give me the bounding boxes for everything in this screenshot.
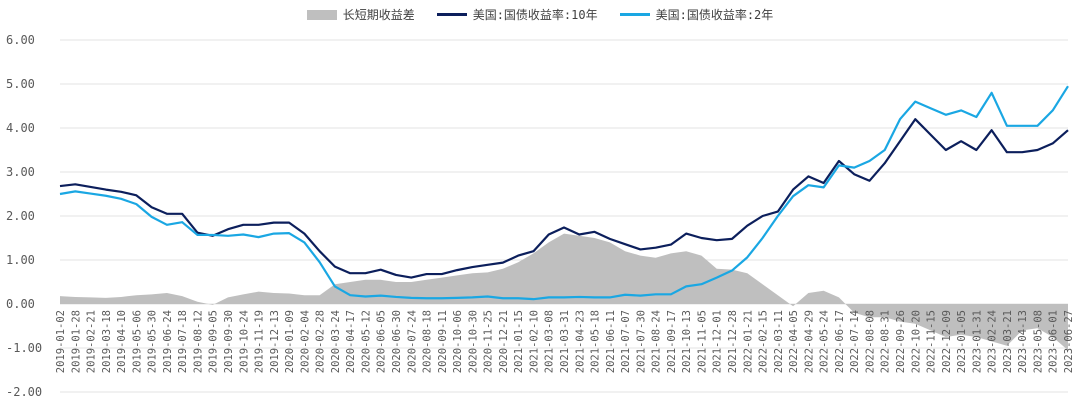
x-tick-label: 2021-11-05 [696,310,708,373]
legend-label-10y: 美国:国债收益率:10年 [472,8,598,22]
x-tick-label: 2019-09-30 [223,310,235,373]
x-tick-label: 2021-10-13 [681,310,693,373]
y-tick-label: 3.00 [6,165,35,179]
x-tick-label: 2021-12-28 [727,310,739,373]
x-tick-label: 2020-05-12 [360,310,372,373]
x-tick-label: 2019-08-12 [192,310,204,373]
x-tick-label: 2021-02-10 [528,310,540,373]
x-tick-label: 2022-04-05 [788,310,800,373]
x-tick-label: 2021-01-15 [513,310,525,373]
legend-item-2y: 美国:国债收益率:2年 [619,6,774,23]
spread-area-series [60,233,1068,351]
y-tick-label: 4.00 [6,121,35,135]
x-tick-label: 2020-09-11 [437,310,449,373]
x-tick-label: 2019-01-02 [55,310,67,373]
x-tick-label: 2023-01-05 [956,310,968,373]
x-tick-label: 2022-11-15 [926,310,938,373]
x-tick-label: 2019-04-10 [116,310,128,373]
x-tick-label: 2022-04-29 [803,310,815,373]
x-tick-label: 2020-12-21 [498,310,510,373]
legend-swatch-2y [619,13,650,16]
x-tick-label: 2021-03-31 [559,310,571,373]
x-tick-label: 2021-07-07 [620,310,632,373]
spread-area [60,233,1068,351]
x-tick-label: 2023-03-21 [1002,310,1014,373]
x-tick-label: 2020-06-05 [376,310,388,373]
line-10y [59,118,1069,279]
legend-swatch-spread [306,9,337,20]
x-tick-label: 2020-03-24 [330,310,342,373]
x-tick-label: 2020-08-18 [422,310,434,373]
x-tick-label: 2022-10-20 [910,310,922,373]
legend-item-10y: 美国:国债收益率:10年 [436,6,598,23]
x-tick-label: 2021-04-23 [574,310,586,373]
x-tick-label: 2021-07-30 [635,310,647,373]
y-tick-label: 1.00 [6,253,35,267]
x-tick-label: 2023-02-24 [987,310,999,373]
y-axis: 6.00 5.00 4.00 3.00 2.00 1.00 0.00 -1.00 -2.00 [6,33,42,399]
x-tick-label: 2021-03-08 [544,310,556,373]
x-tick-label: 2020-04-17 [345,310,357,373]
x-tick-label: 2023-04-13 [1017,310,1029,373]
yield-line-series [59,85,1069,301]
x-tick-label: 2022-08-08 [864,310,876,373]
x-tick-label: 2019-07-18 [177,310,189,373]
x-tick-label: 2020-10-06 [452,310,464,373]
x-tick-label: 2020-02-04 [299,310,311,373]
x-tick-label: 2022-09-26 [895,310,907,373]
x-tick-label: 2023-06-27 [1063,310,1075,373]
x-tick-label: 2022-06-17 [834,310,846,373]
legend-label-spread: 长短期收益差 [342,8,415,22]
y-tick-label: 2.00 [6,209,35,223]
x-tick-label: 2019-11-19 [254,310,266,373]
x-tick-label: 2021-12-01 [712,310,724,373]
line-2y [59,85,1069,301]
x-tick-label: 2021-05-18 [590,310,602,373]
x-tick-label: 2020-10-30 [467,310,479,373]
x-tick-label: 2019-05-30 [147,310,159,373]
x-tick-label: 2023-05-08 [1032,310,1044,373]
x-tick-label: 2022-01-21 [742,310,754,373]
x-tick-label: 2021-08-24 [651,310,663,373]
x-tick-label: 2020-01-09 [284,310,296,373]
x-tick-label: 2022-02-15 [758,310,770,373]
x-tick-label: 2019-01-28 [70,310,82,373]
x-tick-label: 2019-03-18 [101,310,113,373]
x-tick-label: 2022-05-24 [819,310,831,373]
x-tick-label: 2019-06-24 [162,310,174,373]
x-tick-label: 2020-02-28 [315,310,327,373]
x-tick-label: 2023-06-01 [1048,310,1060,373]
legend-label-2y: 美国:国债收益率:2年 [655,8,774,22]
y-tick-label: 5.00 [6,77,35,91]
y-tick-label: 0.00 [6,297,35,311]
x-tick-label: 2022-03-11 [773,310,785,373]
x-tick-label: 2023-01-31 [971,310,983,373]
x-tick-label: 2020-07-24 [406,310,418,373]
y-tick-label: 6.00 [6,33,35,47]
x-tick-label: 2019-05-06 [131,310,143,373]
legend-swatch-10y [436,13,467,16]
legend: 长短期收益差 美国:国债收益率:10年 美国:国债收益率:2年 [0,6,1080,23]
x-tick-label: 2021-09-17 [666,310,678,373]
x-tick-label: 2020-06-30 [391,310,403,373]
x-tick-label: 2019-10-24 [238,310,250,373]
y-tick-label: -1.00 [6,341,42,355]
x-tick-label: 2019-09-05 [208,310,220,373]
x-tick-label: 2021-06-11 [605,310,617,373]
x-tick-label: 2019-12-13 [269,310,281,373]
y-tick-label: -2.00 [6,385,42,399]
legend-item-spread: 长短期收益差 [306,6,415,23]
x-tick-label: 2019-02-21 [86,310,98,373]
x-tick-label: 2020-11-25 [483,310,495,373]
x-tick-label: 2022-07-14 [849,310,861,373]
x-axis: 2019-01-02 2019-01-28 2019-02-21 2019-03-18… [55,310,1075,373]
x-tick-label: 2022-08-31 [880,310,892,373]
x-tick-label: 2022-12-09 [941,310,953,373]
